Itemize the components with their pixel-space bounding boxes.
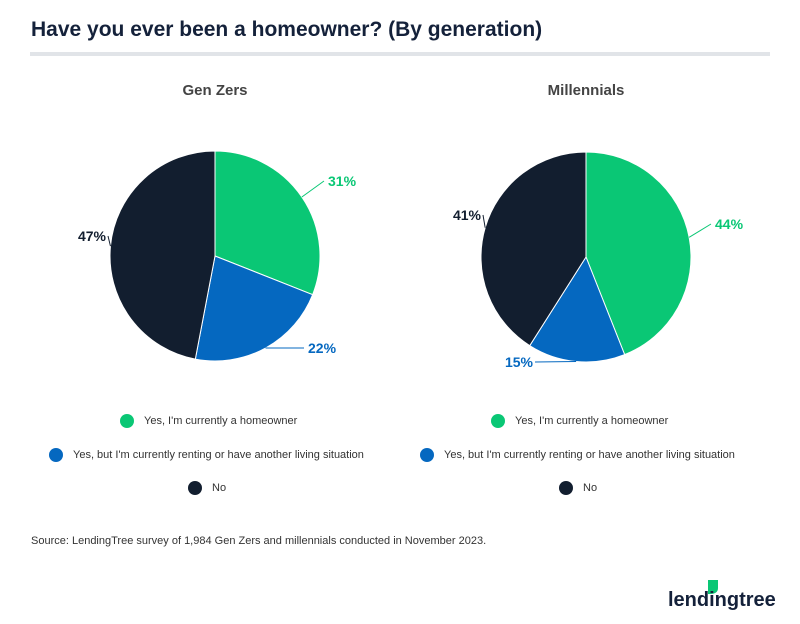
chart-title: Have you ever been a homeowner? (By gene…: [31, 18, 543, 41]
legend-label: No: [583, 482, 598, 494]
data-label: 31%: [328, 173, 357, 189]
legend-item: Yes, but I'm currently renting or have a…: [49, 448, 364, 462]
leader-line: [301, 180, 325, 198]
legend-item: No: [559, 481, 597, 495]
data-label: 15%: [505, 354, 534, 370]
leader-line: [107, 235, 111, 247]
data-label: 44%: [715, 216, 744, 232]
legend-marker: [420, 448, 434, 462]
pie-slice: [194, 255, 314, 362]
legend-marker: [491, 414, 505, 428]
svg-text:lendingtree: lendingtree: [668, 589, 776, 610]
legend-label: Yes, but I'm currently renting or have a…: [73, 449, 364, 461]
data-label: 47%: [78, 228, 107, 244]
lendingtree-logo: lendingtree: [668, 578, 778, 615]
legend-label: No: [212, 482, 227, 494]
legend-item: Yes, but I'm currently renting or have a…: [420, 448, 735, 462]
leader-line: [688, 223, 712, 238]
pie-title-millennials: Millennials: [547, 82, 625, 99]
legend-marker: [120, 414, 134, 428]
pie-title-genz: Gen Zers: [182, 82, 248, 99]
leader-line: [482, 214, 486, 228]
title-divider: [30, 52, 770, 56]
data-label: 22%: [308, 340, 337, 356]
data-label: 41%: [453, 207, 482, 223]
source-note: Source: LendingTree survey of 1,984 Gen …: [31, 535, 487, 547]
legend-label: Yes, but I'm currently renting or have a…: [444, 449, 735, 461]
legend-item: No: [188, 481, 226, 495]
legend-label: Yes, I'm currently a homeowner: [144, 415, 298, 427]
pie-slice: [109, 150, 216, 360]
legend-item: Yes, I'm currently a homeowner: [120, 414, 297, 428]
legend-item: Yes, I'm currently a homeowner: [491, 414, 668, 428]
legend-marker: [559, 481, 573, 495]
legend-label: Yes, I'm currently a homeowner: [515, 415, 669, 427]
legend-marker: [49, 448, 63, 462]
legend-marker: [188, 481, 202, 495]
